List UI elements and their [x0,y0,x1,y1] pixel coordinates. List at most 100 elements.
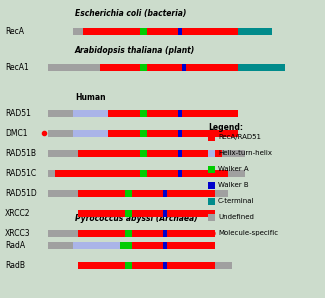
Bar [48,63,100,71]
Bar [140,63,147,71]
Text: RAD51B: RAD51B [5,148,36,158]
Bar [78,190,125,196]
Bar [163,229,167,237]
Bar [215,190,228,196]
Bar [73,130,108,136]
Bar [228,170,245,176]
Bar [182,27,238,35]
Bar [125,229,132,237]
Bar [182,130,238,136]
Bar [238,63,285,71]
Bar [140,170,147,176]
Bar [147,27,178,35]
Text: DMC1: DMC1 [5,128,28,137]
Text: Walker A: Walker A [218,166,249,172]
Text: Walker B: Walker B [218,182,249,188]
Bar [147,170,178,176]
Text: Legend:: Legend: [208,123,243,132]
Text: Escherichia coli (bacteria): Escherichia coli (bacteria) [75,9,186,18]
Bar [167,229,215,237]
Bar [178,170,182,176]
Bar [120,241,132,249]
Bar [167,190,215,196]
Bar [163,262,167,268]
Bar [208,213,215,221]
Bar [100,63,140,71]
Bar [182,170,228,176]
Bar [98,241,120,249]
Bar [147,63,182,71]
Bar [125,209,132,217]
Text: RadA: RadA [5,240,25,249]
Bar [108,130,140,136]
Bar [167,241,215,249]
Text: RAD51D: RAD51D [5,189,37,198]
Bar [132,229,163,237]
Bar [163,241,167,249]
Bar [208,134,215,140]
Bar [48,170,55,176]
Bar [48,229,78,237]
Bar [182,150,222,156]
Text: RAD51C: RAD51C [5,168,36,178]
Bar [178,130,182,136]
Bar [238,27,272,35]
Bar [48,150,78,156]
Bar [147,150,178,156]
Bar [132,190,163,196]
Bar [140,27,147,35]
Bar [186,63,238,71]
Bar [215,262,232,268]
Bar [222,150,245,156]
Text: RadB: RadB [5,260,25,269]
Bar [132,241,163,249]
Bar [167,262,215,268]
Text: C-terminal: C-terminal [218,198,254,204]
Bar [178,27,182,35]
Text: Molecule-specific: Molecule-specific [218,230,278,236]
Text: Undefined: Undefined [218,214,254,220]
Bar [147,109,178,117]
Bar [73,27,83,35]
Bar [147,130,178,136]
Bar [48,241,73,249]
Bar [73,109,108,117]
Bar [108,109,140,117]
Bar [208,198,215,204]
Bar [182,63,186,71]
Bar [140,150,147,156]
Bar [167,209,215,217]
Bar [48,190,78,196]
Bar [132,262,163,268]
Text: RAD51: RAD51 [5,108,31,117]
Text: RecA/RAD51: RecA/RAD51 [218,134,261,140]
Bar [78,170,140,176]
Text: RecA: RecA [5,27,24,35]
Bar [132,209,163,217]
Text: Arabidopsis thaliana (plant): Arabidopsis thaliana (plant) [75,46,195,55]
Bar [125,262,132,268]
Bar [140,109,147,117]
Bar [73,241,98,249]
Bar [55,170,78,176]
Bar [208,165,215,173]
Text: XRCC3: XRCC3 [5,229,31,238]
Bar [182,109,238,117]
Bar [178,109,182,117]
Text: RecA1: RecA1 [5,63,29,72]
Text: Pyrococcus abyssi (Archaea): Pyrococcus abyssi (Archaea) [75,214,198,223]
Bar [208,181,215,189]
Bar [78,262,125,268]
Bar [78,209,125,217]
Bar [83,27,140,35]
Bar [140,130,147,136]
Bar [178,150,182,156]
Text: Helix-turn-helix: Helix-turn-helix [218,150,272,156]
Text: XRCC2: XRCC2 [5,209,31,218]
Bar [208,150,215,156]
Bar [48,109,73,117]
Bar [163,190,167,196]
Bar [48,130,73,136]
Bar [125,190,132,196]
Bar [78,150,140,156]
